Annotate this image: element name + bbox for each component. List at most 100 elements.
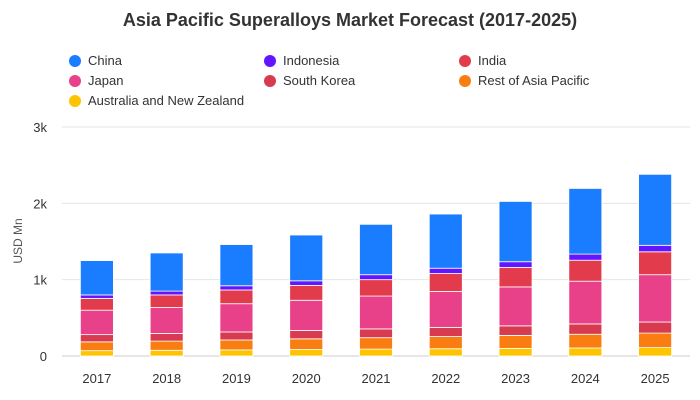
bar-segment-indonesia-2023[interactable] (498, 261, 533, 268)
x-tick-label: 2024 (571, 371, 600, 386)
bar-segment-australia-and-new-zealand-2024[interactable] (568, 347, 603, 357)
bar-segment-indonesia-2022[interactable] (428, 267, 463, 274)
legend-marker (459, 75, 471, 87)
bar-segment-india-2017[interactable] (79, 297, 114, 311)
bar-segment-australia-and-new-zealand-2020[interactable] (289, 349, 324, 357)
bar-segment-japan-2025[interactable] (638, 274, 673, 323)
bar-segment-rest-of-asia-pacific-2024[interactable] (568, 333, 603, 349)
legend-marker (264, 75, 276, 87)
bar-segment-australia-and-new-zealand-2018[interactable] (149, 349, 184, 357)
legend-marker (264, 55, 276, 67)
bar-segment-rest-of-asia-pacific-2023[interactable] (498, 334, 533, 349)
bar-segment-china-2020[interactable] (289, 234, 324, 282)
chart-title: Asia Pacific Superalloys Market Forecast… (123, 10, 577, 30)
bar-segment-japan-2023[interactable] (498, 286, 533, 327)
bar-segment-china-2019[interactable] (219, 244, 254, 287)
y-tick-label: 3k (33, 120, 47, 135)
x-tick-label: 2018 (152, 371, 181, 386)
bar-segment-australia-and-new-zealand-2021[interactable] (359, 348, 393, 357)
legend-label: Indonesia (283, 53, 340, 68)
bar-segment-indonesia-2019[interactable] (219, 285, 254, 291)
bar-segment-rest-of-asia-pacific-2021[interactable] (359, 337, 393, 350)
bar-segment-indonesia-2018[interactable] (149, 290, 184, 296)
bar-segment-australia-and-new-zealand-2017[interactable] (79, 350, 114, 357)
x-tick-label: 2023 (501, 371, 530, 386)
y-tick-label: 2k (33, 196, 47, 211)
bar-segment-australia-and-new-zealand-2023[interactable] (498, 347, 533, 357)
x-tick-label: 2022 (431, 371, 460, 386)
y-tick-label: 1k (33, 273, 47, 288)
bar-segment-china-2025[interactable] (638, 173, 673, 246)
legend-item-india[interactable]: India (459, 53, 507, 68)
y-axis: 0 1k 2k 3k (33, 120, 47, 364)
bar-segment-japan-2021[interactable] (359, 295, 393, 330)
bar-segment-south-korea-2018[interactable] (149, 333, 184, 342)
y-tick-label: 0 (40, 349, 47, 364)
bar-segment-indonesia-2025[interactable] (638, 244, 673, 253)
x-tick-label: 2021 (362, 371, 391, 386)
bar-segment-indonesia-2024[interactable] (568, 253, 603, 261)
bar-segment-south-korea-2025[interactable] (638, 321, 673, 334)
bar-segment-india-2023[interactable] (498, 267, 533, 288)
bar-segment-rest-of-asia-pacific-2018[interactable] (149, 340, 184, 351)
bar-segment-japan-2017[interactable] (79, 309, 114, 336)
legend-item-australia-and-new-zealand[interactable]: Australia and New Zealand (69, 93, 244, 108)
bar-segment-indonesia-2017[interactable] (79, 294, 114, 299)
x-tick-label: 2017 (82, 371, 111, 386)
bar-segment-china-2018[interactable] (149, 252, 184, 292)
bar-segment-indonesia-2021[interactable] (359, 274, 393, 281)
bar-segment-india-2025[interactable] (638, 251, 673, 276)
bar-segment-south-korea-2020[interactable] (289, 330, 324, 340)
bar-segment-china-2024[interactable] (568, 188, 603, 255)
bar-segment-india-2018[interactable] (149, 294, 184, 308)
x-tick-label: 2019 (222, 371, 251, 386)
bar-segment-japan-2020[interactable] (289, 299, 324, 331)
bar-segment-south-korea-2023[interactable] (498, 325, 533, 336)
bar-segment-india-2020[interactable] (289, 284, 324, 301)
legend-label: China (88, 53, 123, 68)
bar-segment-rest-of-asia-pacific-2022[interactable] (428, 336, 463, 350)
bar-segment-australia-and-new-zealand-2019[interactable] (219, 349, 254, 357)
legend-marker (459, 55, 471, 67)
bar-segment-india-2021[interactable] (359, 279, 393, 297)
legend-marker (69, 95, 81, 107)
bar-segment-china-2022[interactable] (428, 213, 463, 269)
bar-segment-japan-2022[interactable] (428, 291, 463, 328)
legend-marker (69, 55, 81, 67)
bar-segment-rest-of-asia-pacific-2020[interactable] (289, 338, 324, 350)
bar-segment-china-2017[interactable] (79, 260, 114, 296)
bar-segment-china-2021[interactable] (359, 223, 393, 276)
bar-segment-rest-of-asia-pacific-2019[interactable] (219, 339, 254, 351)
bar-segment-australia-and-new-zealand-2025[interactable] (638, 347, 673, 357)
x-tick-label: 2020 (292, 371, 321, 386)
y-axis-label: USD Mn (11, 218, 25, 263)
bars (79, 173, 673, 357)
bar-segment-india-2024[interactable] (568, 259, 603, 282)
legend-label: India (478, 53, 507, 68)
bar-segment-south-korea-2021[interactable] (359, 328, 393, 339)
legend-item-china[interactable]: China (69, 53, 123, 68)
bar-segment-india-2019[interactable] (219, 289, 254, 305)
legend-item-rest-of-asia-pacific[interactable]: Rest of Asia Pacific (459, 73, 590, 88)
x-axis: 2017 2018 2019 2020 2021 2022 2023 2024 2025 (82, 371, 669, 386)
legend-item-indonesia[interactable]: Indonesia (264, 53, 340, 68)
legend-marker (69, 75, 81, 87)
bar-segment-south-korea-2024[interactable] (568, 323, 603, 335)
bar-segment-japan-2019[interactable] (219, 303, 254, 333)
legend-label: Japan (88, 73, 123, 88)
bar-segment-rest-of-asia-pacific-2017[interactable] (79, 341, 114, 352)
bar-segment-japan-2018[interactable] (149, 307, 184, 334)
legend-item-japan[interactable]: Japan (69, 73, 123, 88)
bar-segment-rest-of-asia-pacific-2025[interactable] (638, 332, 673, 349)
bar-segment-china-2023[interactable] (498, 201, 533, 263)
bar-segment-indonesia-2020[interactable] (289, 280, 324, 286)
bar-segment-south-korea-2022[interactable] (428, 326, 463, 337)
x-tick-label: 2025 (641, 371, 670, 386)
bar-segment-australia-and-new-zealand-2022[interactable] (428, 348, 463, 357)
bar-segment-south-korea-2017[interactable] (79, 334, 114, 343)
bar-segment-japan-2024[interactable] (568, 280, 603, 325)
legend-item-south-korea[interactable]: South Korea (264, 73, 356, 88)
bar-segment-india-2022[interactable] (428, 273, 463, 292)
bar-segment-south-korea-2019[interactable] (219, 331, 254, 341)
